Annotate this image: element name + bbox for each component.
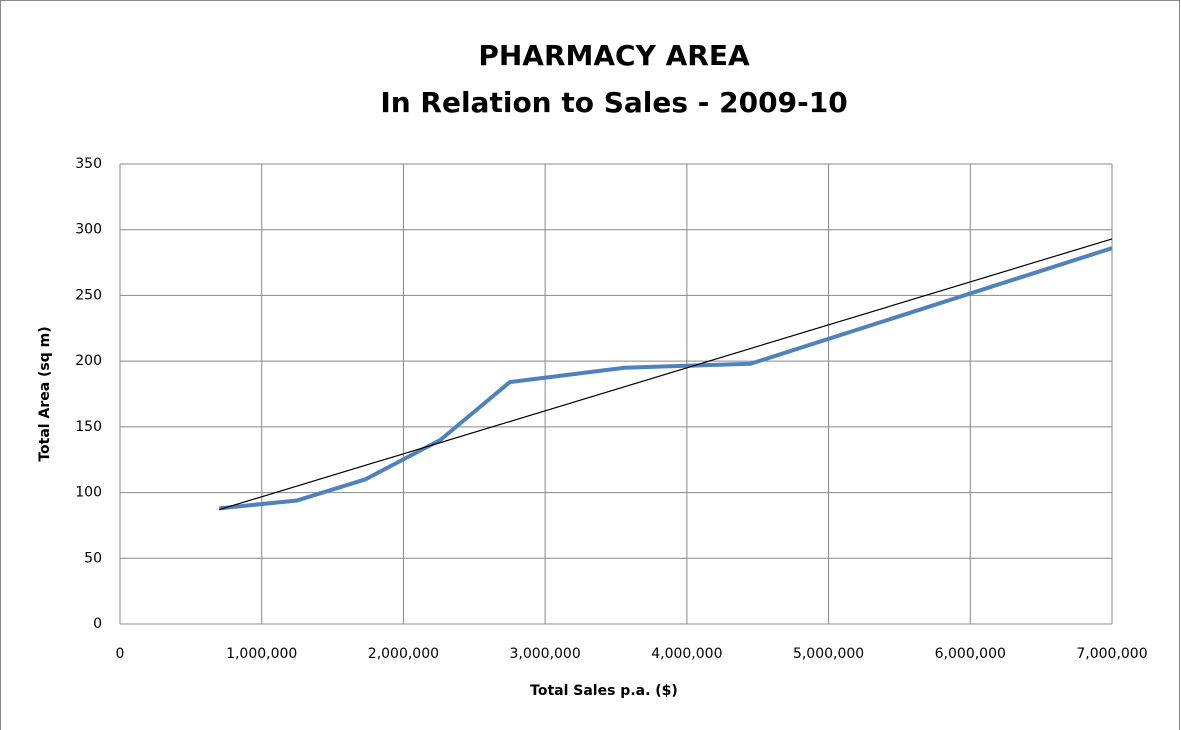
- y-tick-label: 100: [75, 485, 102, 501]
- line-series: [219, 238, 1113, 511]
- x-axis-title: Total Sales p.a. ($): [530, 683, 678, 699]
- y-tick-label: 300: [75, 222, 102, 238]
- x-tick-label: 2,000,000: [368, 646, 439, 662]
- y-tick-label: 150: [75, 419, 102, 435]
- y-axis-title: Total Area (sq m): [37, 326, 53, 461]
- line-series: [218, 246, 1113, 511]
- x-tick-label: 7,000,000: [1076, 646, 1147, 662]
- y-tick-label: 50: [84, 550, 102, 566]
- x-tick-label: 3,000,000: [510, 646, 581, 662]
- x-tick-label: 6,000,000: [935, 646, 1006, 662]
- y-tick-label: 0: [93, 616, 102, 632]
- y-tick-label: 200: [75, 353, 102, 369]
- chart-title: PHARMACY AREA: [478, 39, 750, 72]
- x-tick-label: 5,000,000: [793, 646, 864, 662]
- chart-subtitle: In Relation to Sales - 2009-10: [380, 86, 847, 119]
- y-tick-label: 250: [75, 287, 102, 303]
- x-tick-label: 1,000,000: [226, 646, 297, 662]
- x-tick-label: 0: [116, 646, 125, 662]
- y-tick-label: 350: [75, 156, 102, 172]
- x-tick-label: 4,000,000: [651, 646, 722, 662]
